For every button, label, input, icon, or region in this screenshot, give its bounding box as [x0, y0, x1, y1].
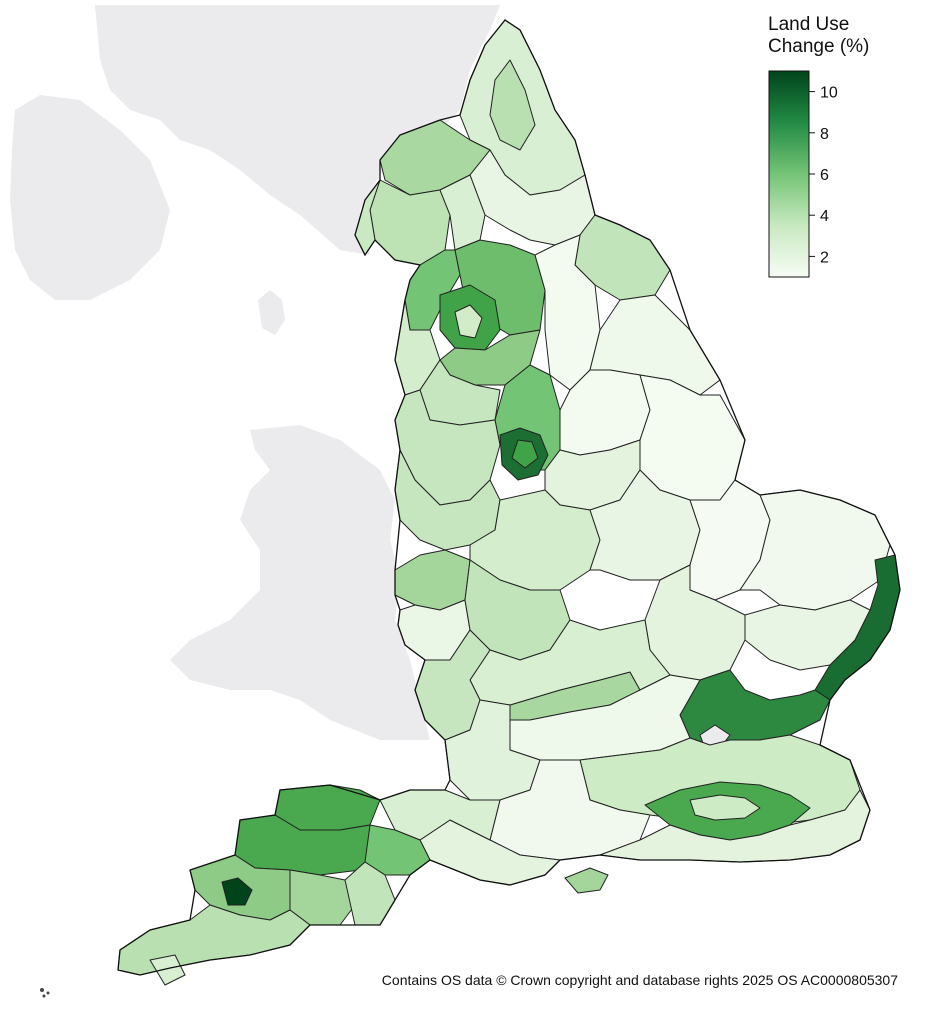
legend-title: Land Use Change (%): [768, 14, 918, 58]
background-landmasses: [10, 5, 500, 740]
ireland-landmass: [10, 95, 170, 300]
legend-tick-label: 4: [820, 208, 829, 225]
region-bodmin: [221, 877, 253, 906]
legend-tick-label: 8: [820, 126, 829, 143]
region-light-core-north: [454, 304, 483, 339]
region-lizard: [149, 954, 186, 986]
legend: 10 8 6 4 2: [768, 70, 838, 278]
wales-landmass: [170, 425, 430, 740]
legend-title-line1: Land Use: [768, 14, 850, 35]
legend-tick-label: 6: [820, 167, 829, 184]
region-cornwall-west: [117, 904, 311, 976]
england-regions: [117, 19, 901, 986]
legend-tick-label: 10: [820, 85, 838, 102]
region-lincolnshire: [639, 374, 746, 501]
legend-title-line2: Change (%): [768, 36, 870, 57]
compass-glyph: [40, 988, 50, 998]
isle-of-man: [258, 290, 285, 335]
region-northumberland-inner: [489, 59, 536, 151]
england-coastline: [117, 19, 901, 976]
region-shropshire: [394, 549, 471, 611]
region-exmoor: [274, 784, 381, 831]
region-peak-core: [511, 439, 539, 469]
region-isle-of-wight: [564, 867, 609, 894]
legend-ticks: 10 8 6 4 2: [809, 85, 838, 266]
legend-colorbar: [768, 70, 810, 278]
legend-tick-label: 2: [820, 249, 829, 266]
attribution-text: Contains OS data © Crown copyright and d…: [381, 972, 898, 988]
scotland-landmass: [95, 5, 500, 255]
region-weald-core: [689, 794, 761, 821]
